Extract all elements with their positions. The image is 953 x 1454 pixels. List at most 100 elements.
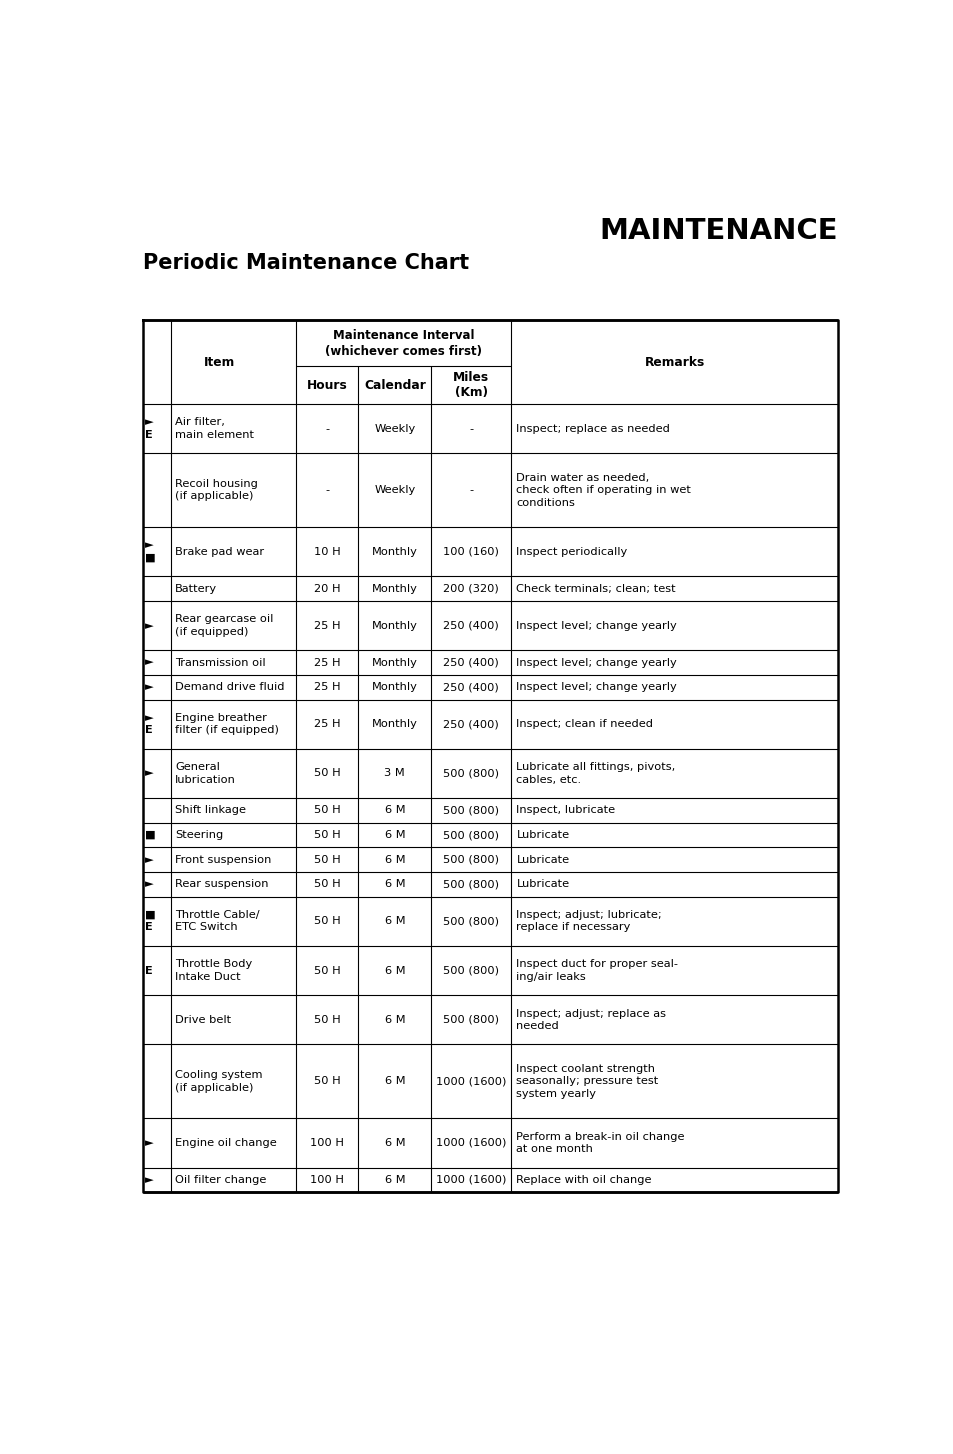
Text: Inspect duct for proper seal-
ing/air leaks: Inspect duct for proper seal- ing/air le… xyxy=(516,960,678,981)
Text: -: - xyxy=(469,423,473,433)
Text: Replace with oil change: Replace with oil change xyxy=(516,1175,651,1185)
Text: Air filter,
main element: Air filter, main element xyxy=(175,417,253,439)
Text: 50 H: 50 H xyxy=(314,830,340,840)
Text: Lubricate: Lubricate xyxy=(516,830,569,840)
Text: 50 H: 50 H xyxy=(314,1076,340,1086)
Text: ►: ► xyxy=(145,621,153,631)
Text: ►: ► xyxy=(145,1175,153,1185)
Text: Inspect; adjust; replace as
needed: Inspect; adjust; replace as needed xyxy=(516,1009,666,1031)
Text: 500 (800): 500 (800) xyxy=(443,880,498,890)
Text: Transmission oil: Transmission oil xyxy=(175,657,266,667)
Text: Monthly: Monthly xyxy=(372,547,417,557)
Text: -: - xyxy=(469,486,473,496)
Text: 50 H: 50 H xyxy=(314,880,340,890)
Text: Inspect level; change yearly: Inspect level; change yearly xyxy=(516,621,677,631)
Text: Inspect periodically: Inspect periodically xyxy=(516,547,627,557)
Text: Weekly: Weekly xyxy=(374,423,416,433)
Text: 25 H: 25 H xyxy=(314,720,340,730)
Text: Lubricate all fittings, pivots,
cables, etc.: Lubricate all fittings, pivots, cables, … xyxy=(516,762,675,785)
Text: Front suspension: Front suspension xyxy=(175,855,272,865)
Text: ►
E: ► E xyxy=(145,417,153,439)
Text: 6 M: 6 M xyxy=(384,965,405,976)
Text: Monthly: Monthly xyxy=(372,682,417,692)
Text: Engine breather
filter (if equipped): Engine breather filter (if equipped) xyxy=(175,712,278,736)
Text: 6 M: 6 M xyxy=(384,1076,405,1086)
Text: 20 H: 20 H xyxy=(314,583,340,593)
Text: Monthly: Monthly xyxy=(372,583,417,593)
Text: 500 (800): 500 (800) xyxy=(443,916,498,926)
Text: 250 (400): 250 (400) xyxy=(443,720,498,730)
Text: Steering: Steering xyxy=(175,830,223,840)
Text: Inspect; clean if needed: Inspect; clean if needed xyxy=(516,720,653,730)
Text: Maintenance Interval
(whichever comes first): Maintenance Interval (whichever comes fi… xyxy=(325,329,481,358)
Text: ►
■: ► ■ xyxy=(145,541,155,563)
Text: 250 (400): 250 (400) xyxy=(443,682,498,692)
Text: Brake pad wear: Brake pad wear xyxy=(175,547,264,557)
Text: Recoil housing
(if applicable): Recoil housing (if applicable) xyxy=(175,478,257,502)
Text: 1000 (1600): 1000 (1600) xyxy=(436,1076,506,1086)
Text: Monthly: Monthly xyxy=(372,621,417,631)
Text: Remarks: Remarks xyxy=(644,356,704,368)
Text: Rear gearcase oil
(if equipped): Rear gearcase oil (if equipped) xyxy=(175,615,274,637)
Text: ►: ► xyxy=(145,657,153,667)
Text: 500 (800): 500 (800) xyxy=(443,769,498,778)
Text: Oil filter change: Oil filter change xyxy=(175,1175,266,1185)
Text: Calendar: Calendar xyxy=(363,378,425,391)
Text: 6 M: 6 M xyxy=(384,855,405,865)
Text: 50 H: 50 H xyxy=(314,916,340,926)
Text: 500 (800): 500 (800) xyxy=(443,855,498,865)
Text: Rear suspension: Rear suspension xyxy=(175,880,269,890)
Text: MAINTENANCE: MAINTENANCE xyxy=(598,217,837,246)
Text: Drain water as needed,
check often if operating in wet
conditions: Drain water as needed, check often if op… xyxy=(516,473,691,507)
Text: Monthly: Monthly xyxy=(372,720,417,730)
Text: Cooling system
(if applicable): Cooling system (if applicable) xyxy=(175,1070,262,1092)
Text: 500 (800): 500 (800) xyxy=(443,965,498,976)
Text: 3 M: 3 M xyxy=(384,769,405,778)
Text: Periodic Maintenance Chart: Periodic Maintenance Chart xyxy=(143,253,469,273)
Text: 100 H: 100 H xyxy=(310,1138,344,1147)
Text: 25 H: 25 H xyxy=(314,621,340,631)
Text: 50 H: 50 H xyxy=(314,855,340,865)
Text: ►: ► xyxy=(145,880,153,890)
Text: Inspect level; change yearly: Inspect level; change yearly xyxy=(516,682,677,692)
Text: Inspect; replace as needed: Inspect; replace as needed xyxy=(516,423,670,433)
Text: -: - xyxy=(325,423,329,433)
Text: 6 M: 6 M xyxy=(384,880,405,890)
Text: ►: ► xyxy=(145,769,153,778)
Text: Inspect; adjust; lubricate;
replace if necessary: Inspect; adjust; lubricate; replace if n… xyxy=(516,910,661,932)
Text: 6 M: 6 M xyxy=(384,806,405,816)
Text: 6 M: 6 M xyxy=(384,1015,405,1025)
Text: 250 (400): 250 (400) xyxy=(443,621,498,631)
Text: Throttle Body
Intake Duct: Throttle Body Intake Duct xyxy=(175,960,253,981)
Text: 500 (800): 500 (800) xyxy=(443,1015,498,1025)
Text: General
lubrication: General lubrication xyxy=(175,762,235,785)
Text: Inspect coolant strength
seasonally; pressure test
system yearly: Inspect coolant strength seasonally; pre… xyxy=(516,1064,658,1099)
Text: 6 M: 6 M xyxy=(384,830,405,840)
Text: 25 H: 25 H xyxy=(314,682,340,692)
Text: Monthly: Monthly xyxy=(372,657,417,667)
Text: 500 (800): 500 (800) xyxy=(443,830,498,840)
Text: 50 H: 50 H xyxy=(314,769,340,778)
Text: Perform a break-in oil change
at one month: Perform a break-in oil change at one mon… xyxy=(516,1131,684,1154)
Text: 200 (320): 200 (320) xyxy=(443,583,498,593)
Text: Shift linkage: Shift linkage xyxy=(175,806,246,816)
Text: Demand drive fluid: Demand drive fluid xyxy=(175,682,284,692)
Text: Throttle Cable/
ETC Switch: Throttle Cable/ ETC Switch xyxy=(175,910,259,932)
Text: ■: ■ xyxy=(145,830,155,840)
Text: 250 (400): 250 (400) xyxy=(443,657,498,667)
Text: ►: ► xyxy=(145,855,153,865)
Text: -: - xyxy=(325,486,329,496)
Text: 500 (800): 500 (800) xyxy=(443,806,498,816)
Text: 50 H: 50 H xyxy=(314,965,340,976)
Text: E: E xyxy=(145,965,152,976)
Text: ►
E: ► E xyxy=(145,712,153,736)
Text: Weekly: Weekly xyxy=(374,486,416,496)
Text: 6 M: 6 M xyxy=(384,916,405,926)
Text: 1000 (1600): 1000 (1600) xyxy=(436,1138,506,1147)
Text: Check terminals; clean; test: Check terminals; clean; test xyxy=(516,583,676,593)
Text: 25 H: 25 H xyxy=(314,657,340,667)
Text: 6 M: 6 M xyxy=(384,1138,405,1147)
Text: Drive belt: Drive belt xyxy=(175,1015,231,1025)
Text: ►: ► xyxy=(145,682,153,692)
Text: Hours: Hours xyxy=(306,378,347,391)
